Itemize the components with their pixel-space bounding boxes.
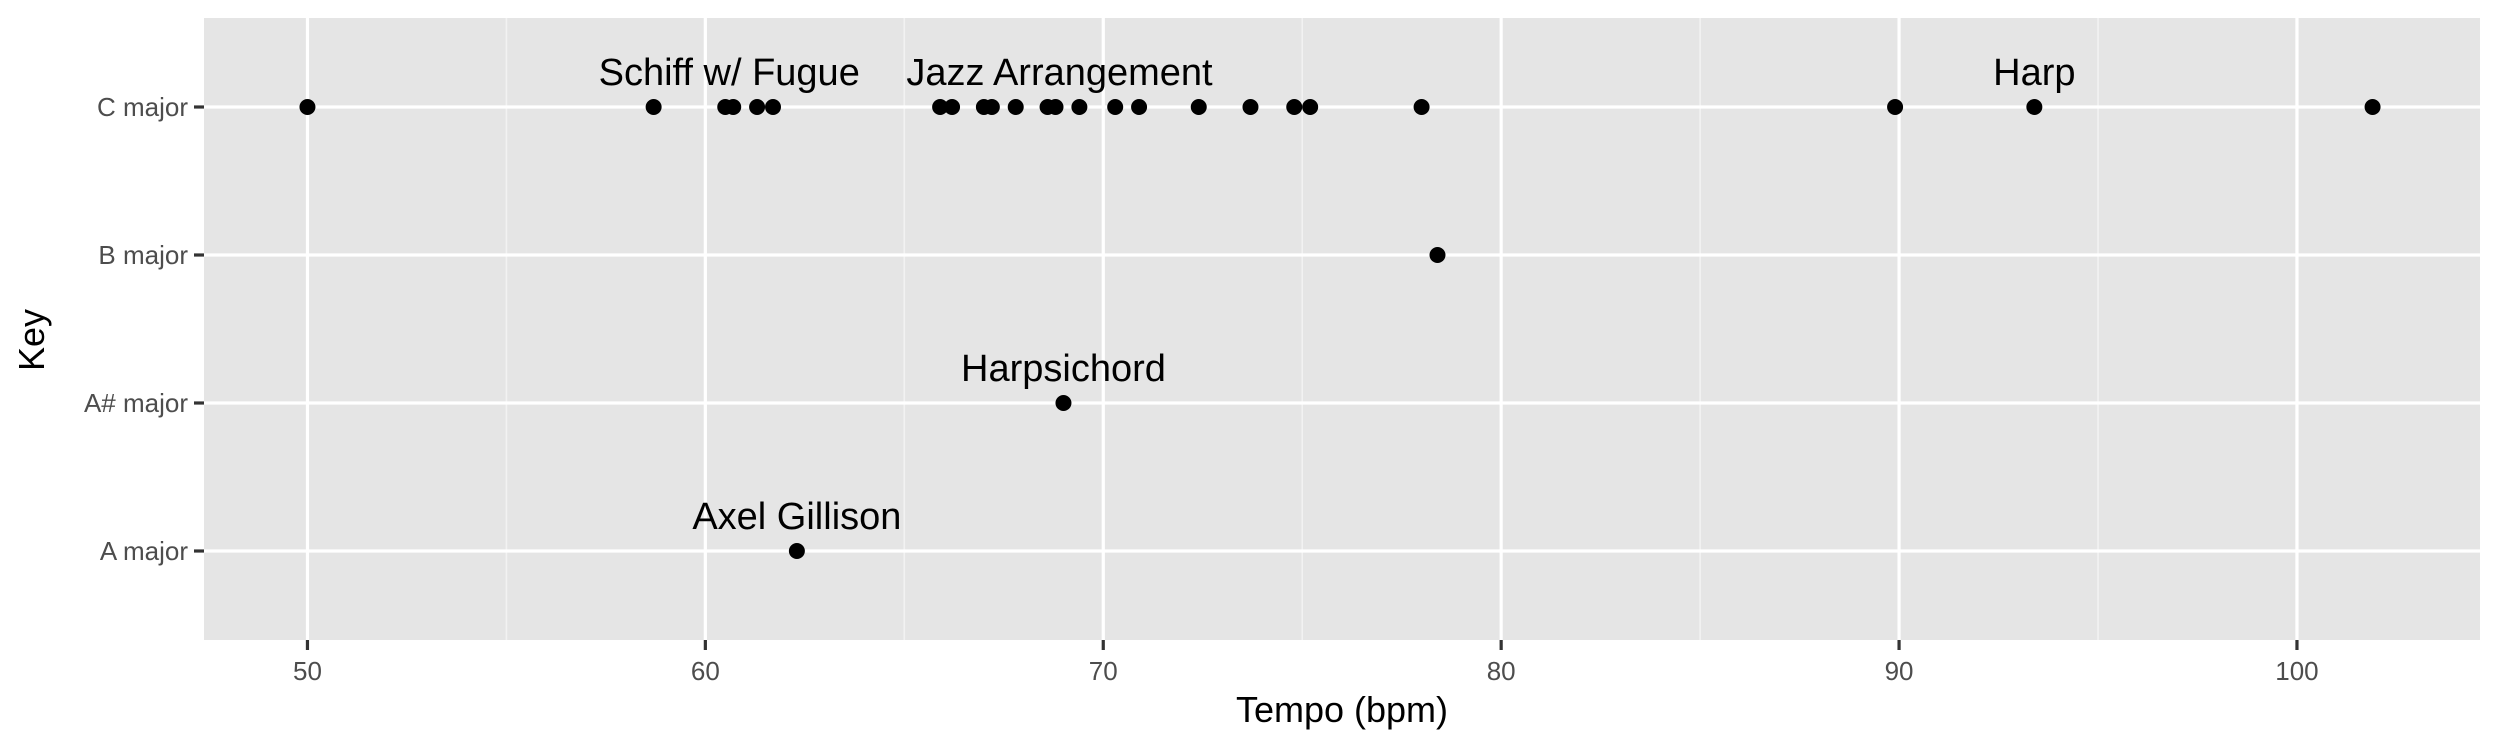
data-point bbox=[1007, 99, 1024, 115]
point-label: Harp bbox=[1993, 52, 2075, 94]
data-point bbox=[1286, 99, 1303, 115]
data-points bbox=[299, 99, 2381, 559]
data-point bbox=[1047, 99, 1064, 115]
data-point bbox=[1107, 99, 1124, 115]
y-tick-label: A major bbox=[100, 536, 188, 566]
y-axis: A major A# major B major C major bbox=[84, 92, 204, 566]
data-point bbox=[1242, 99, 1259, 115]
data-point bbox=[983, 99, 1000, 115]
y-tick-label: C major bbox=[97, 92, 188, 122]
y-axis-title: Key bbox=[11, 309, 52, 371]
data-point bbox=[2026, 99, 2043, 115]
y-tick-label: B major bbox=[98, 240, 188, 270]
x-axis: 50 60 70 80 90 100 bbox=[293, 640, 2319, 686]
data-point bbox=[1887, 99, 1904, 115]
point-label: Axel Gillison bbox=[692, 496, 901, 538]
point-label: Schiff w/ Fugue bbox=[599, 52, 860, 94]
data-point bbox=[725, 99, 742, 115]
y-tick-label: A# major bbox=[84, 388, 188, 418]
point-label: Harpsichord bbox=[961, 348, 1166, 390]
plot-panel bbox=[204, 18, 2480, 640]
x-tick-label: 50 bbox=[293, 656, 322, 686]
data-point bbox=[932, 99, 949, 115]
grid-lines bbox=[204, 18, 2480, 640]
data-point bbox=[1429, 247, 1446, 263]
point-label: Jazz Arrangement bbox=[906, 52, 1213, 94]
panel-background bbox=[204, 18, 2480, 640]
data-point bbox=[788, 543, 805, 559]
x-tick-label: 60 bbox=[691, 656, 720, 686]
x-axis-title: Tempo (bpm) bbox=[1236, 689, 1448, 730]
data-point bbox=[299, 99, 316, 115]
data-point bbox=[1413, 99, 1430, 115]
x-tick-label: 90 bbox=[1885, 656, 1914, 686]
data-point bbox=[1071, 99, 1088, 115]
data-point bbox=[944, 99, 961, 115]
x-tick-label: 80 bbox=[1487, 656, 1516, 686]
data-point bbox=[1131, 99, 1148, 115]
data-point bbox=[749, 99, 766, 115]
data-point bbox=[765, 99, 781, 115]
x-tick-label: 70 bbox=[1089, 656, 1118, 686]
data-point bbox=[1302, 99, 1319, 115]
data-point bbox=[645, 99, 662, 115]
data-point bbox=[1055, 395, 1072, 411]
point-annotations: Schiff w/ Fugue Jazz Arrangement Harp Harps… bbox=[599, 52, 2076, 538]
data-point bbox=[2364, 99, 2381, 115]
x-tick-label: 100 bbox=[2275, 656, 2318, 686]
data-point bbox=[1190, 99, 1207, 115]
